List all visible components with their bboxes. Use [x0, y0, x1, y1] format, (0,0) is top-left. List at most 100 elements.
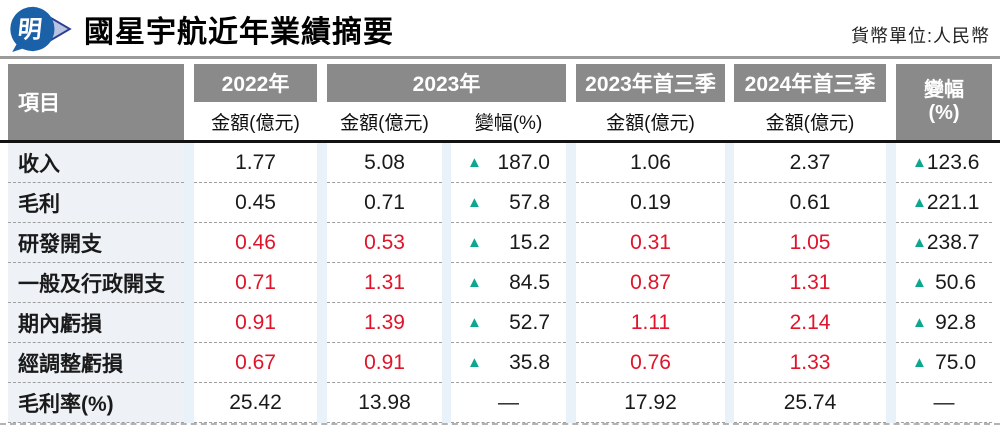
- up-triangle-icon: ▲: [467, 154, 482, 171]
- change-yoy: ▲ 50.6: [896, 263, 992, 303]
- amount-2024q3: 25.74: [734, 383, 886, 423]
- change-value: 221.1: [926, 190, 980, 214]
- row-label: 收入: [8, 143, 184, 183]
- svg-text:明: 明: [16, 17, 43, 44]
- column-gap: [566, 143, 576, 183]
- amount-2023q3: 0.87: [576, 263, 725, 303]
- amount-2024q3: 1.33: [734, 343, 886, 383]
- currency-note: 貨幣單位:人民幣: [850, 26, 990, 46]
- top-divider: [0, 56, 1000, 59]
- subheader-change-2023: 變幅(%): [451, 102, 566, 140]
- column-gap: [566, 263, 576, 303]
- table-row: 經調整虧損 0.67 0.91 ▲ 35.8 0.76 1.33 ▲ 75.0: [8, 343, 992, 383]
- column-gap: [442, 183, 451, 223]
- amount-2023q3: 0.31: [576, 223, 725, 263]
- change-value: —: [498, 390, 519, 414]
- change-yoy: ▲ —: [896, 383, 992, 423]
- mingpao-logo-icon: 明: [10, 6, 72, 53]
- column-gap: [184, 223, 194, 263]
- change-value: 52.7: [509, 310, 550, 334]
- column-gap: [886, 263, 896, 303]
- change-2023: ▲ 52.7: [451, 303, 566, 343]
- column-header-item: 項目: [8, 64, 184, 140]
- up-triangle-icon: ▲: [467, 354, 482, 371]
- amount-2024q3: 2.14: [734, 303, 886, 343]
- masthead: 明 國星宇航近年業績摘要 貨幣單位:人民幣: [0, 0, 1000, 54]
- column-gap: [442, 303, 451, 343]
- change-value: 57.8: [509, 190, 550, 214]
- change-2023: ▲ 57.8: [451, 183, 566, 223]
- row-label: 一般及行政開支: [8, 263, 184, 303]
- row-label: 毛利率(%): [8, 383, 184, 423]
- column-gap: [886, 223, 896, 263]
- up-triangle-icon: ▲: [912, 194, 927, 211]
- row-label: 研發開支: [8, 223, 184, 263]
- amount-2022: 0.46: [194, 223, 317, 263]
- change-value: 238.7: [926, 230, 980, 254]
- change-value: 15.2: [509, 230, 550, 254]
- column-group-2022: 2022年: [194, 64, 317, 102]
- amount-2024q3: 0.61: [734, 183, 886, 223]
- column-gap: [725, 383, 734, 423]
- amount-2024q3: 1.31: [734, 263, 886, 303]
- amount-2023: 13.98: [327, 383, 442, 423]
- amount-2023: 1.31: [327, 263, 442, 303]
- up-triangle-icon: ▲: [912, 234, 927, 251]
- column-gap: [184, 183, 194, 223]
- up-triangle-icon: ▲: [467, 314, 482, 331]
- column-gap: [317, 383, 327, 423]
- column-gap: [184, 343, 194, 383]
- amount-2022: 25.42: [194, 383, 317, 423]
- change-value: 84.5: [509, 270, 550, 294]
- change-header-line1: 變幅: [924, 79, 964, 101]
- up-triangle-icon: ▲: [912, 314, 927, 331]
- column-gap: [725, 343, 734, 383]
- up-triangle-icon: ▲: [912, 354, 927, 371]
- column-gap: [566, 183, 576, 223]
- table-row: 毛利率(%) 25.42 13.98 ▲ — 17.92 25.74 ▲ —: [8, 383, 992, 423]
- change-value: —: [933, 390, 955, 414]
- change-value: 75.0: [935, 350, 976, 374]
- column-gap: [184, 303, 194, 343]
- row-label: 經調整虧損: [8, 343, 184, 383]
- amount-2023q3: 17.92: [576, 383, 725, 423]
- column-gap: [566, 383, 576, 423]
- change-value: 187.0: [497, 150, 550, 174]
- column-gap: [317, 183, 327, 223]
- up-triangle-icon: ▲: [467, 274, 482, 291]
- amount-2022: 0.45: [194, 183, 317, 223]
- row-label: 毛利: [8, 183, 184, 223]
- amount-2022: 0.67: [194, 343, 317, 383]
- change-value: 92.8: [935, 310, 976, 334]
- amount-2024q3: 2.37: [734, 143, 886, 183]
- up-triangle-icon: ▲: [467, 234, 482, 251]
- amount-2023: 0.53: [327, 223, 442, 263]
- amount-2023: 0.71: [327, 183, 442, 223]
- change-yoy: ▲ 123.6: [896, 143, 992, 183]
- column-group-2023: 2023年: [327, 64, 566, 102]
- amount-2023q3: 0.19: [576, 183, 725, 223]
- up-triangle-icon: ▲: [912, 274, 927, 291]
- column-gap: [725, 303, 734, 343]
- infographic: 明 國星宇航近年業績摘要 貨幣單位:人民幣 項目 2022年 2023年 202…: [0, 0, 1000, 425]
- amount-2023q3: 1.06: [576, 143, 725, 183]
- change-yoy: ▲ 75.0: [896, 343, 992, 383]
- subheader-amount-2024q3: 金額(億元): [734, 102, 886, 140]
- column-gap: [725, 183, 734, 223]
- change-value: 35.8: [509, 350, 550, 374]
- column-gap: [442, 343, 451, 383]
- amount-2023q3: 0.76: [576, 343, 725, 383]
- column-gap: [317, 223, 327, 263]
- table-header: 項目 2022年 2023年 2023年首三季 2024年首三季 變幅 (%) …: [8, 64, 992, 140]
- change-2023: ▲ 35.8: [451, 343, 566, 383]
- column-header-change: 變幅 (%): [896, 64, 992, 140]
- change-header-line2: (%): [928, 102, 960, 124]
- subheader-amount-2023q3: 金額(億元): [576, 102, 725, 140]
- column-gap: [886, 383, 896, 423]
- amount-2022: 1.77: [194, 143, 317, 183]
- change-value: 50.6: [935, 270, 976, 294]
- subheader-amount-2022: 金額(億元): [194, 102, 317, 140]
- bottom-divider: [0, 423, 1000, 425]
- column-group-2024q3: 2024年首三季: [734, 64, 886, 102]
- table-row: 研發開支 0.46 0.53 ▲ 15.2 0.31 1.05 ▲ 238.7: [8, 223, 992, 263]
